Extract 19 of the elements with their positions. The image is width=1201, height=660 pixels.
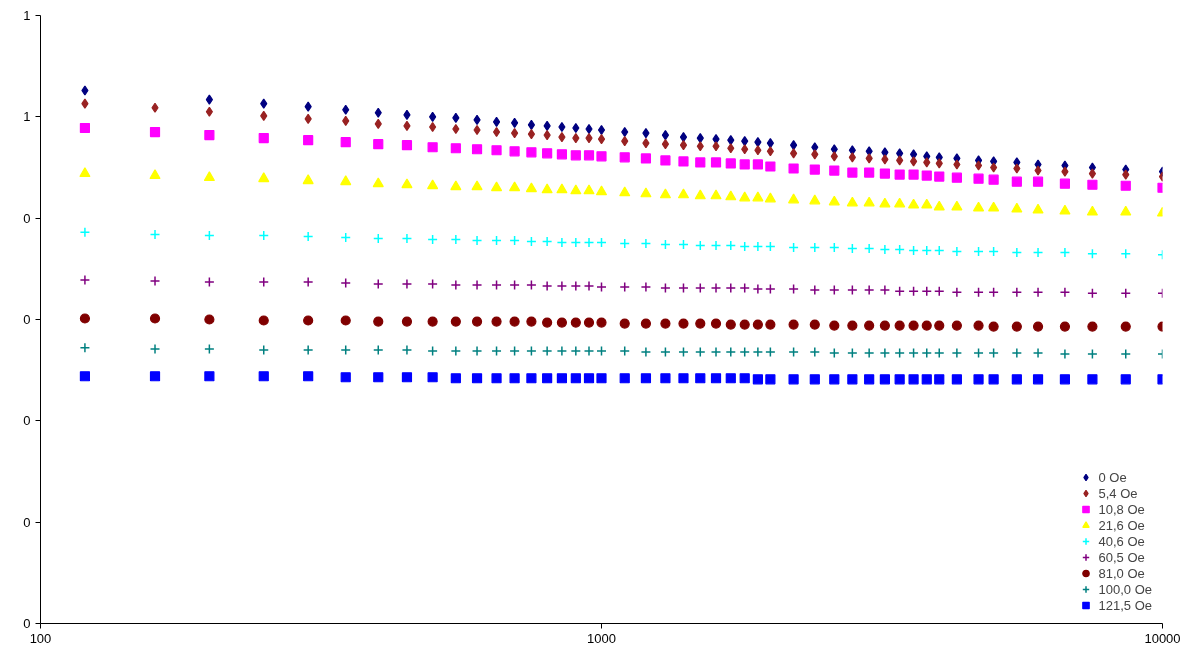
legend-label: 121,5 Oe xyxy=(1098,597,1152,613)
y-tick-label: 0 xyxy=(23,413,31,429)
legend-label: 21,6 Oe xyxy=(1098,517,1145,533)
legend-label: 60,5 Oe xyxy=(1098,549,1145,565)
y-tick-label: 0 xyxy=(23,210,31,226)
legend-label: 0 Oe xyxy=(1098,469,1127,485)
y-tick-label: 0 xyxy=(23,616,31,631)
y-tick-label: 0 xyxy=(23,312,31,327)
legend-label: 10,8 Oe xyxy=(1098,501,1145,517)
x-tick-label: 100 xyxy=(29,630,52,646)
y-tick-label: 1 xyxy=(23,109,31,125)
y-tick-label: 1 xyxy=(23,8,31,23)
legend-label: 100,0 Oe xyxy=(1098,581,1152,597)
legend-label: 5,4 Oe xyxy=(1098,485,1138,501)
x-tick-label: 1000 xyxy=(587,630,616,646)
y-tick-label: 0 xyxy=(23,514,31,530)
legend-label: 81,0 Oe xyxy=(1098,565,1145,581)
legend-label: 40,6 Oe xyxy=(1098,533,1145,549)
x-tick-label: 10000 xyxy=(1144,630,1181,646)
